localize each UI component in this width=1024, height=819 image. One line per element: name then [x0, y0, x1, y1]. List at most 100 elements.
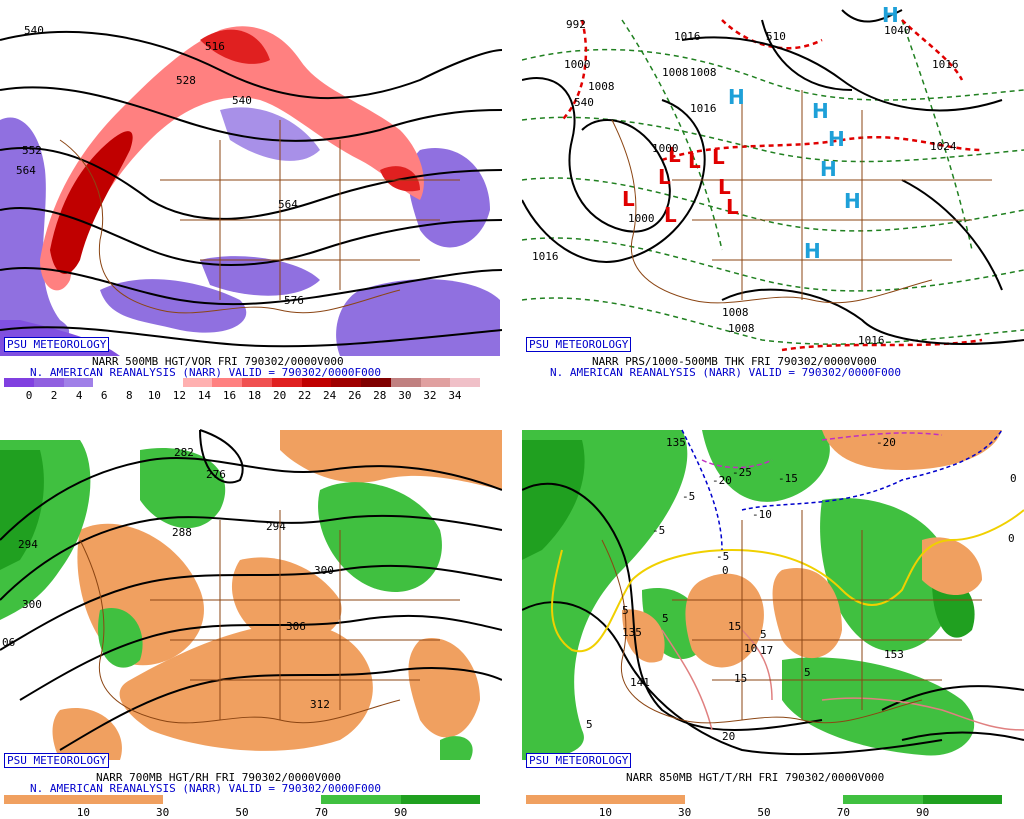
- high-pressure-markers: H H H H H H H: [728, 3, 899, 263]
- colorbar-swatch: [526, 795, 606, 804]
- colorbar-tick-label: 50: [235, 806, 249, 819]
- contour-label: 516: [205, 40, 225, 53]
- colorbar: [4, 378, 480, 387]
- low-marker: L: [668, 143, 681, 167]
- panel-valid-line: N. AMERICAN REANALYSIS (NARR) VALID = 79…: [30, 366, 381, 379]
- colorbar-swatch: [450, 378, 480, 387]
- contour-label: -5: [716, 550, 729, 563]
- colorbar-tick-label: 4: [75, 389, 83, 402]
- contour-label: 540: [574, 96, 594, 109]
- contour-label: 564: [16, 164, 36, 177]
- colorbar-tick-label: 30: [398, 389, 412, 402]
- panel-title: NARR PRS/1000-500MB THK FRI 790302/0000V…: [592, 355, 877, 368]
- colorbar-swatch: [33, 378, 64, 387]
- colorbar-swatch: [4, 378, 34, 387]
- colorbar-swatch: [420, 378, 451, 387]
- contour-label: 1016: [932, 58, 959, 71]
- colorbar-swatch: [152, 378, 183, 387]
- panel-title: NARR 850MB HGT/T/RH FRI 790302/0000V000: [626, 771, 885, 784]
- contour-label: 992: [566, 18, 586, 31]
- low-pressure-markers: L L L L L L L L: [622, 143, 739, 227]
- high-marker: H: [828, 127, 845, 151]
- contour-label: 135: [666, 436, 686, 449]
- contour-label: 15: [734, 672, 747, 685]
- colorbar-swatch: [182, 378, 213, 387]
- psu-meteorology-badge: PSU METEOROLOGY: [4, 753, 110, 768]
- colorbar-swatch: [212, 378, 242, 387]
- colorbar-tick-label: 24: [323, 389, 337, 402]
- low-marker: L: [726, 195, 739, 219]
- colorbar-swatch: [93, 378, 123, 387]
- contour-label: 135: [622, 626, 642, 639]
- colorbar-tick-label: 10: [598, 806, 612, 819]
- contour-label: -20: [712, 474, 732, 487]
- colorbar-tick-label: 16: [222, 389, 237, 402]
- colorbar-tick-label: 6: [100, 389, 108, 402]
- contour-label: 1008: [662, 66, 689, 79]
- contour-label: 300: [22, 598, 42, 611]
- colorbar-swatch: [361, 378, 391, 387]
- colorbar-ticks: 0 2 4 6 8 10 12 14 16 18 20 22 24 26 28 30 32 34: [4, 389, 480, 402]
- psu-meteorology-badge: PSU METEOROLOGY: [4, 337, 110, 352]
- colorbar-tick-label: 14: [197, 389, 212, 402]
- contour-label: -25: [732, 466, 752, 479]
- low-marker: L: [718, 175, 731, 199]
- contour-label: 5: [622, 604, 629, 617]
- contour-label: 1040: [884, 24, 911, 37]
- colorbar-tick-label: 30: [678, 806, 692, 819]
- contour-label: 20: [722, 730, 735, 743]
- colorbar-tick-label: 18: [247, 389, 262, 402]
- colorbar-tick-label: 2: [50, 389, 58, 402]
- panel-valid-line: N. AMERICAN REANALYSIS (NARR) VALID = 79…: [550, 366, 901, 379]
- low-marker: L: [664, 203, 677, 227]
- contour-label: 528: [176, 74, 196, 87]
- contour-label: 300: [314, 564, 334, 577]
- contour-label: 1008: [690, 66, 717, 79]
- contour-label: 1024: [930, 140, 957, 153]
- colorbar-tick-label: 70: [314, 806, 328, 819]
- pressure-map: H H H H H H H L L L L L L L L 992 1016 5…: [522, 3, 1024, 356]
- high-marker: H: [812, 99, 829, 123]
- colorbar-tick-label: 34: [448, 389, 462, 402]
- contour-label: 0: [1008, 532, 1015, 545]
- contour-label: 576: [284, 294, 304, 307]
- colorbar-swatch: [843, 795, 923, 804]
- panel-850mb-t-rh: 135 -25 -15 -20 -20 -5 -10 -5 -5 0 0 0 5…: [522, 410, 1024, 819]
- high-marker: H: [820, 157, 837, 181]
- contour-label: 1016: [690, 102, 717, 115]
- colorbar: [526, 795, 1002, 804]
- contour-label: 17: [760, 644, 773, 657]
- colorbar-swatch: [400, 795, 480, 804]
- colorbar-tick-label: 10: [147, 389, 161, 402]
- contour-label: 5: [760, 628, 767, 641]
- high-marker: H: [882, 3, 899, 27]
- colorbar-swatch: [271, 378, 302, 387]
- panel-title: NARR 700MB HGT/RH FRI 790302/0000V000: [96, 771, 342, 784]
- contour-label: 540: [232, 94, 252, 107]
- contour-label: 1000: [628, 212, 655, 225]
- contour-label: 276: [206, 468, 226, 481]
- colorbar-swatch: [241, 795, 322, 804]
- colorbar-tick-label: 32: [423, 389, 437, 402]
- contour-label: 312: [310, 698, 330, 711]
- low-marker: L: [622, 187, 635, 211]
- contour-label: 552: [22, 144, 42, 157]
- colorbar: [4, 795, 480, 804]
- colorbar-tick-label: 70: [836, 806, 850, 819]
- contour-label: 10: [744, 642, 757, 655]
- contour-label: 294: [266, 520, 286, 533]
- t-rh850-map: 135 -25 -15 -20 -20 -5 -10 -5 -5 0 0 0 5…: [522, 429, 1024, 772]
- colorbar-tick-label: 26: [348, 389, 362, 402]
- colorbar-swatch: [83, 795, 163, 804]
- vorticity-map: 540 516 528 540 552 564 564 576: [0, 14, 502, 356]
- colorbar-tick-label: 20: [272, 389, 287, 402]
- contour-label: 1008: [588, 80, 615, 93]
- contour-label: 306: [286, 620, 306, 633]
- contour-label: -15: [778, 472, 798, 485]
- contour-label: 06: [2, 636, 15, 649]
- colorbar-tick-label: 10: [76, 806, 90, 819]
- contour-label: -10: [752, 508, 772, 521]
- rh700-map: 282 276 288 294 294 300 300 306 312 06: [0, 429, 502, 772]
- colorbar-ticks: 10 30 50 70 90: [526, 806, 1002, 819]
- contour-label: 564: [278, 198, 298, 211]
